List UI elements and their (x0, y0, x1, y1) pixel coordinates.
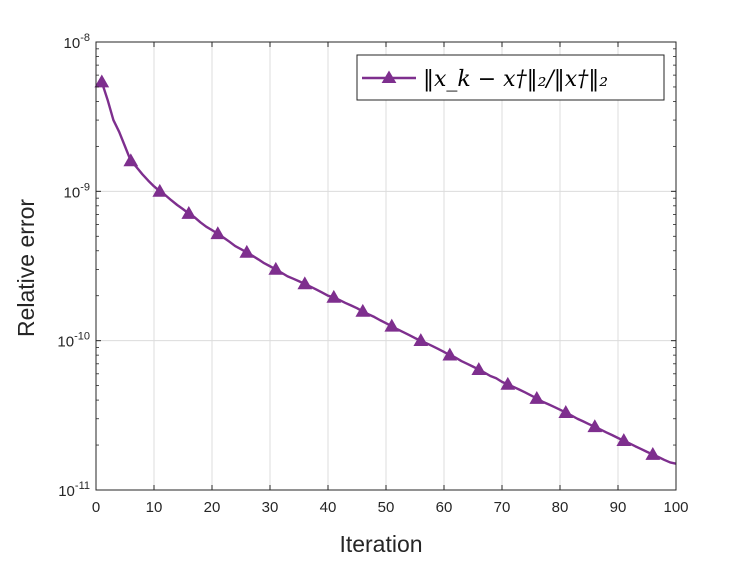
data-point-marker (645, 446, 661, 460)
x-tick-label: 10 (146, 499, 163, 516)
y-axis-label: Relative error (13, 199, 39, 337)
y-tick-label: 10-8 (64, 32, 90, 52)
data-point-marker (326, 289, 342, 303)
data-point-marker (239, 244, 255, 258)
x-tick-label: 60 (436, 499, 453, 516)
x-tick-label: 90 (610, 499, 627, 516)
data-point-marker (529, 390, 545, 404)
legend-entry-label: ‖x_k − x†‖₂/‖x†‖₂ (423, 67, 608, 92)
y-tick-label: 10-9 (64, 181, 90, 201)
data-point-marker (268, 261, 284, 275)
y-tick-label: 10-11 (58, 480, 90, 500)
data-point-marker (152, 183, 168, 197)
x-tick-label: 50 (378, 499, 395, 516)
data-point-marker (587, 419, 603, 433)
series-layer (94, 74, 677, 465)
data-point-marker (355, 303, 371, 317)
x-tick-label: 40 (320, 499, 337, 516)
x-tick-label: 20 (204, 499, 221, 516)
y-axis: 10-11 10-10 10-9 10-8 (57, 32, 676, 500)
data-point-marker (210, 226, 226, 240)
data-point-marker (94, 74, 110, 88)
data-point-marker (616, 433, 632, 447)
data-point-marker (471, 362, 487, 375)
data-point-marker (384, 318, 400, 332)
data-point-marker (500, 376, 516, 390)
legend-marker-triangle (381, 70, 397, 83)
data-point-marker (181, 206, 197, 219)
y-tick-label: 10-10 (57, 331, 90, 351)
x-axis: 0 10 20 30 40 50 60 70 80 90 100 (92, 42, 689, 516)
x-tick-label: 30 (262, 499, 279, 516)
data-point-marker (413, 333, 429, 347)
data-point-marker (297, 276, 313, 290)
x-tick-label: 80 (552, 499, 569, 516)
x-tick-label: 70 (494, 499, 511, 516)
data-point-marker (558, 405, 574, 418)
x-tick-label: 0 (92, 499, 100, 516)
data-point-marker (123, 153, 139, 167)
x-tick-label: 100 (663, 499, 688, 516)
data-point-marker (442, 347, 458, 361)
x-axis-label: Iteration (339, 531, 422, 557)
legend: ‖x_k − x†‖₂/‖x†‖₂ (356, 54, 665, 101)
